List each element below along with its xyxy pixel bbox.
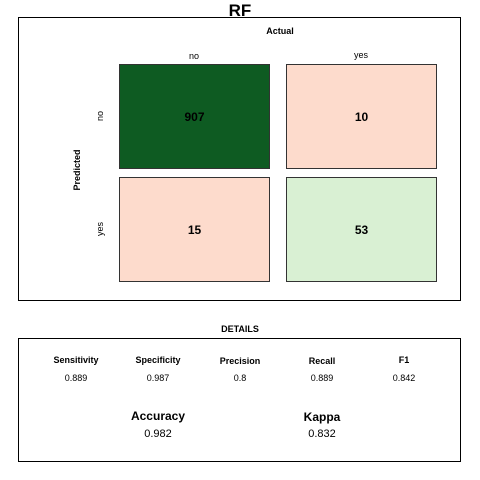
cell-value: 15 — [187, 222, 202, 237]
metric-f1-value: 0.842 — [392, 373, 416, 383]
cell-no-yes: 10 — [286, 64, 437, 169]
metric-precision-value: 0.8 — [233, 373, 247, 383]
cell-value: 10 — [354, 109, 369, 124]
cell-value: 907 — [184, 109, 205, 124]
metric-f1-label: F1 — [398, 355, 410, 365]
details-panel — [18, 338, 461, 462]
cell-value: 53 — [354, 222, 369, 237]
cell-yes-no: 15 — [119, 177, 270, 282]
kappa-label: Kappa — [303, 410, 341, 424]
metric-sensitivity-value: 0.889 — [64, 373, 88, 383]
metric-precision-label: Precision — [219, 356, 261, 366]
accuracy-label: Accuracy — [130, 409, 186, 423]
cell-yes-yes: 53 — [286, 177, 437, 282]
column-label-no: no — [188, 51, 199, 61]
column-label-yes: yes — [353, 50, 368, 60]
metric-recall-value: 0.889 — [310, 373, 334, 383]
confusion-matrix-panel — [18, 17, 461, 301]
cell-no-no: 907 — [119, 64, 270, 169]
row-label-yes: yes — [95, 222, 105, 237]
accuracy-value: 0.982 — [144, 428, 172, 440]
metric-recall-label: Recall — [308, 356, 336, 366]
row-label-no: no — [95, 111, 105, 122]
metric-specificity-label: Specificity — [135, 355, 181, 365]
metric-specificity-value: 0.987 — [146, 373, 170, 383]
actual-axis-label: Actual — [266, 26, 294, 36]
chart-title: RF — [228, 1, 252, 20]
kappa-value: 0.832 — [308, 428, 336, 440]
metric-sensitivity-label: Sensitivity — [53, 355, 99, 365]
predicted-axis-label: Predicted — [72, 149, 82, 191]
details-heading: DETAILS — [221, 324, 259, 334]
